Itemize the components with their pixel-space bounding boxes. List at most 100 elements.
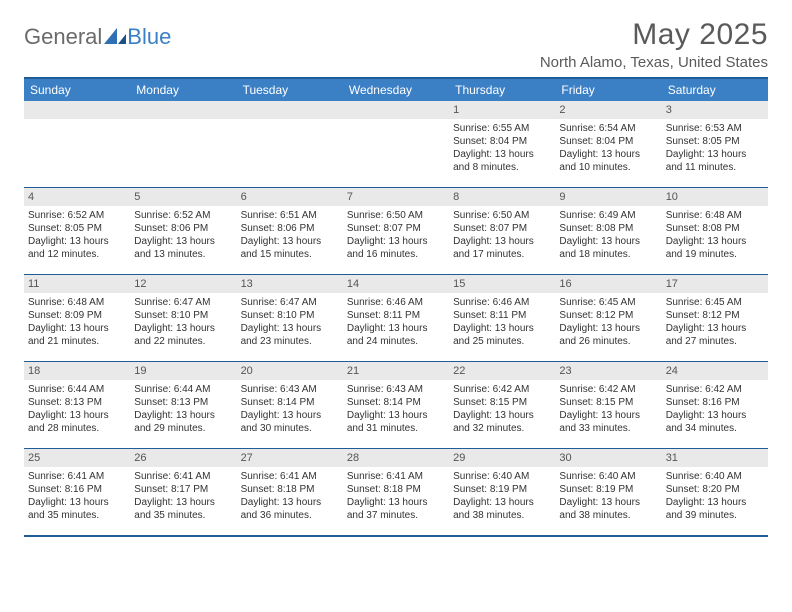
day-line-dl2: and 26 minutes. <box>559 335 657 348</box>
day-cell <box>130 101 236 187</box>
day-line-dl2: and 22 minutes. <box>134 335 232 348</box>
day-line-ss: Sunset: 8:05 PM <box>28 222 126 235</box>
day-number: 20 <box>237 362 343 380</box>
day-line-dl1: Daylight: 13 hours <box>453 235 551 248</box>
day-line-dl2: and 32 minutes. <box>453 422 551 435</box>
day-line-sr: Sunrise: 6:48 AM <box>666 209 764 222</box>
day-cell <box>343 101 449 187</box>
day-body: Sunrise: 6:40 AMSunset: 8:20 PMDaylight:… <box>662 467 768 526</box>
day-number <box>237 101 343 119</box>
day-number: 1 <box>449 101 555 119</box>
brand-part1: General <box>24 24 102 50</box>
day-line-dl2: and 18 minutes. <box>559 248 657 261</box>
day-cell: 27Sunrise: 6:41 AMSunset: 8:18 PMDayligh… <box>237 449 343 535</box>
day-line-dl2: and 36 minutes. <box>241 509 339 522</box>
day-cell: 3Sunrise: 6:53 AMSunset: 8:05 PMDaylight… <box>662 101 768 187</box>
day-line-sr: Sunrise: 6:44 AM <box>28 383 126 396</box>
day-line-sr: Sunrise: 6:41 AM <box>241 470 339 483</box>
day-line-sr: Sunrise: 6:42 AM <box>453 383 551 396</box>
day-cell: 22Sunrise: 6:42 AMSunset: 8:15 PMDayligh… <box>449 362 555 448</box>
day-line-ss: Sunset: 8:19 PM <box>559 483 657 496</box>
day-line-sr: Sunrise: 6:43 AM <box>347 383 445 396</box>
day-line-dl2: and 23 minutes. <box>241 335 339 348</box>
day-number: 23 <box>555 362 661 380</box>
week-row: 4Sunrise: 6:52 AMSunset: 8:05 PMDaylight… <box>24 187 768 274</box>
day-cell: 5Sunrise: 6:52 AMSunset: 8:06 PMDaylight… <box>130 188 236 274</box>
page: General Blue May 2025 North Alamo, Texas… <box>0 0 792 555</box>
day-body: Sunrise: 6:46 AMSunset: 8:11 PMDaylight:… <box>343 293 449 352</box>
day-cell: 15Sunrise: 6:46 AMSunset: 8:11 PMDayligh… <box>449 275 555 361</box>
day-line-ss: Sunset: 8:06 PM <box>241 222 339 235</box>
day-line-ss: Sunset: 8:08 PM <box>559 222 657 235</box>
day-line-sr: Sunrise: 6:40 AM <box>666 470 764 483</box>
day-cell: 7Sunrise: 6:50 AMSunset: 8:07 PMDaylight… <box>343 188 449 274</box>
day-line-ss: Sunset: 8:13 PM <box>134 396 232 409</box>
day-line-ss: Sunset: 8:14 PM <box>347 396 445 409</box>
day-body: Sunrise: 6:45 AMSunset: 8:12 PMDaylight:… <box>662 293 768 352</box>
calendar: SundayMondayTuesdayWednesdayThursdayFrid… <box>24 77 768 537</box>
weeks-container: 1Sunrise: 6:55 AMSunset: 8:04 PMDaylight… <box>24 101 768 535</box>
day-line-sr: Sunrise: 6:41 AM <box>134 470 232 483</box>
day-line-dl2: and 19 minutes. <box>666 248 764 261</box>
day-cell: 25Sunrise: 6:41 AMSunset: 8:16 PMDayligh… <box>24 449 130 535</box>
day-body: Sunrise: 6:52 AMSunset: 8:06 PMDaylight:… <box>130 206 236 265</box>
day-line-dl2: and 10 minutes. <box>559 161 657 174</box>
day-line-sr: Sunrise: 6:52 AM <box>134 209 232 222</box>
day-number: 8 <box>449 188 555 206</box>
day-body: Sunrise: 6:47 AMSunset: 8:10 PMDaylight:… <box>130 293 236 352</box>
day-line-dl1: Daylight: 13 hours <box>453 496 551 509</box>
day-line-ss: Sunset: 8:10 PM <box>241 309 339 322</box>
day-line-ss: Sunset: 8:15 PM <box>559 396 657 409</box>
day-line-dl2: and 24 minutes. <box>347 335 445 348</box>
week-row: 18Sunrise: 6:44 AMSunset: 8:13 PMDayligh… <box>24 361 768 448</box>
day-number <box>343 101 449 119</box>
day-body: Sunrise: 6:43 AMSunset: 8:14 PMDaylight:… <box>343 380 449 439</box>
day-body: Sunrise: 6:44 AMSunset: 8:13 PMDaylight:… <box>130 380 236 439</box>
day-number <box>130 101 236 119</box>
day-line-ss: Sunset: 8:16 PM <box>666 396 764 409</box>
day-number: 4 <box>24 188 130 206</box>
day-line-sr: Sunrise: 6:46 AM <box>453 296 551 309</box>
day-line-sr: Sunrise: 6:40 AM <box>559 470 657 483</box>
day-line-sr: Sunrise: 6:53 AM <box>666 122 764 135</box>
day-number: 25 <box>24 449 130 467</box>
day-number: 22 <box>449 362 555 380</box>
brand-part2: Blue <box>127 24 171 50</box>
day-body: Sunrise: 6:44 AMSunset: 8:13 PMDaylight:… <box>24 380 130 439</box>
dow-cell: Wednesday <box>343 79 449 101</box>
day-body: Sunrise: 6:41 AMSunset: 8:17 PMDaylight:… <box>130 467 236 526</box>
day-line-sr: Sunrise: 6:46 AM <box>347 296 445 309</box>
day-line-ss: Sunset: 8:19 PM <box>453 483 551 496</box>
day-line-sr: Sunrise: 6:42 AM <box>559 383 657 396</box>
day-body: Sunrise: 6:52 AMSunset: 8:05 PMDaylight:… <box>24 206 130 265</box>
day-line-dl2: and 12 minutes. <box>28 248 126 261</box>
day-line-dl2: and 8 minutes. <box>453 161 551 174</box>
day-line-dl1: Daylight: 13 hours <box>666 322 764 335</box>
day-line-sr: Sunrise: 6:47 AM <box>241 296 339 309</box>
day-cell: 4Sunrise: 6:52 AMSunset: 8:05 PMDaylight… <box>24 188 130 274</box>
day-number: 17 <box>662 275 768 293</box>
sail-icon <box>104 28 126 46</box>
day-cell: 9Sunrise: 6:49 AMSunset: 8:08 PMDaylight… <box>555 188 661 274</box>
day-body: Sunrise: 6:54 AMSunset: 8:04 PMDaylight:… <box>555 119 661 178</box>
week-row: 25Sunrise: 6:41 AMSunset: 8:16 PMDayligh… <box>24 448 768 535</box>
day-line-dl1: Daylight: 13 hours <box>134 235 232 248</box>
day-line-ss: Sunset: 8:13 PM <box>28 396 126 409</box>
day-cell: 26Sunrise: 6:41 AMSunset: 8:17 PMDayligh… <box>130 449 236 535</box>
day-cell <box>237 101 343 187</box>
day-body: Sunrise: 6:47 AMSunset: 8:10 PMDaylight:… <box>237 293 343 352</box>
day-line-dl1: Daylight: 13 hours <box>134 322 232 335</box>
day-number: 19 <box>130 362 236 380</box>
day-number: 2 <box>555 101 661 119</box>
day-number: 3 <box>662 101 768 119</box>
day-number: 14 <box>343 275 449 293</box>
day-body: Sunrise: 6:42 AMSunset: 8:15 PMDaylight:… <box>555 380 661 439</box>
title-block: May 2025 North Alamo, Texas, United Stat… <box>540 18 768 71</box>
day-number: 31 <box>662 449 768 467</box>
day-line-sr: Sunrise: 6:44 AM <box>134 383 232 396</box>
day-line-dl2: and 28 minutes. <box>28 422 126 435</box>
day-cell: 1Sunrise: 6:55 AMSunset: 8:04 PMDaylight… <box>449 101 555 187</box>
day-line-sr: Sunrise: 6:41 AM <box>347 470 445 483</box>
day-line-dl1: Daylight: 13 hours <box>559 148 657 161</box>
day-line-dl1: Daylight: 13 hours <box>241 322 339 335</box>
